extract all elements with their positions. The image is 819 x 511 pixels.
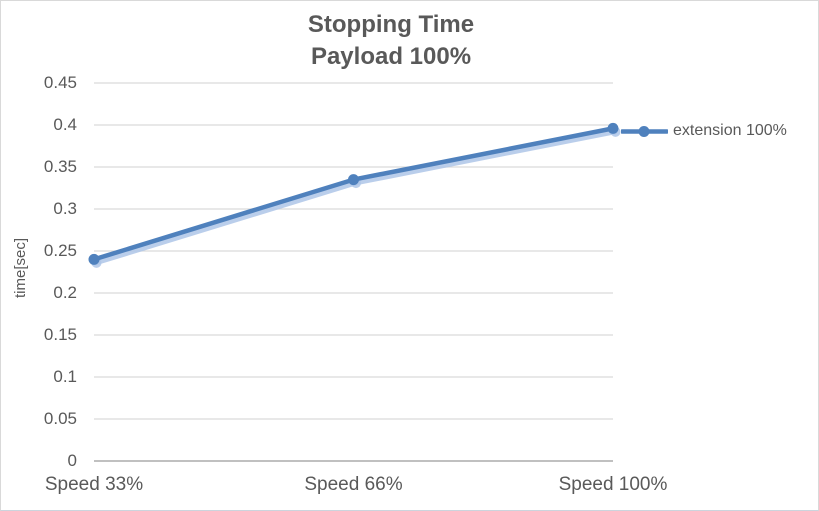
chart-title-line1: Stopping Time: [307, 11, 475, 38]
chart-title: Stopping Time Payload 100%: [1, 9, 781, 73]
y-tick-label: 0.25: [43, 241, 77, 260]
x-category-label: Speed 33%: [44, 474, 144, 495]
legend-line-marker-icon: [621, 125, 668, 137]
y-tick-label: 0.05: [43, 409, 77, 428]
y-tick-label: 0.15: [43, 325, 77, 344]
y-tick-label: 0.3: [53, 199, 77, 218]
y-tick-label: 0.4: [53, 115, 77, 134]
legend: extension 100%: [621, 122, 787, 140]
legend-series-label: extension 100%: [673, 122, 787, 139]
y-tick-label: 0.2: [53, 283, 77, 302]
y-tick-label: 0.45: [43, 73, 77, 92]
x-category-label: Speed 100%: [558, 474, 668, 495]
y-tick-label: 0.1: [53, 367, 77, 386]
y-tick-label: 0: [67, 451, 77, 470]
x-category-label: Speed 66%: [304, 474, 403, 495]
y-tick-label: 0.35: [43, 157, 77, 176]
chart-title-line2: Payload 100%: [310, 43, 472, 70]
